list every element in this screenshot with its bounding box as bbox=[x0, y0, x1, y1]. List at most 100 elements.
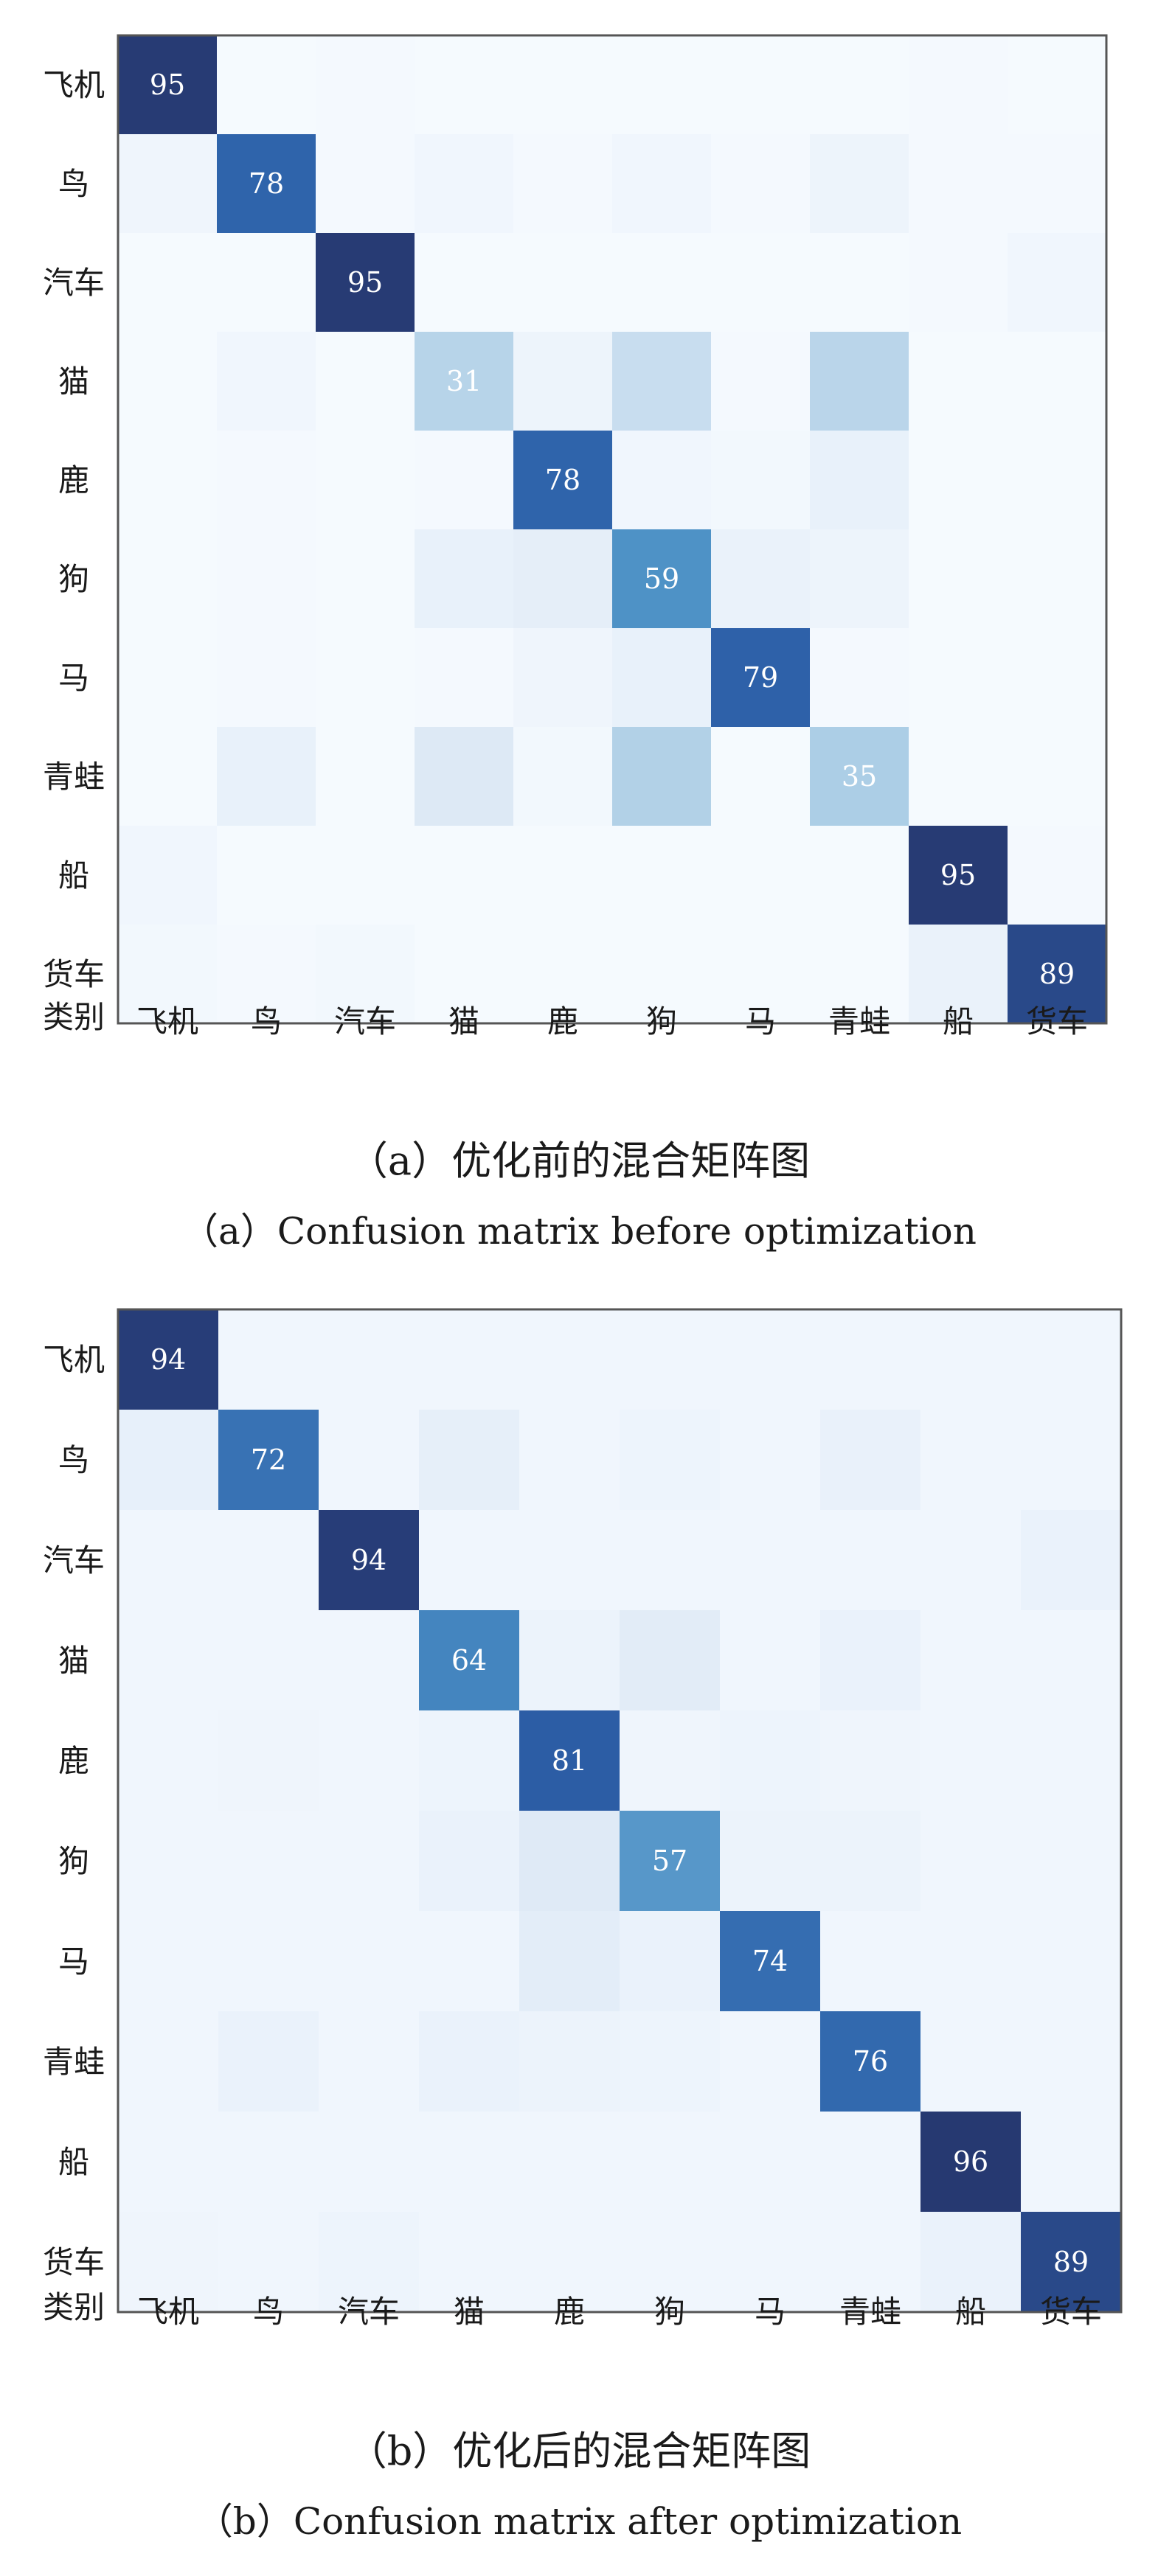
heatmap-cell bbox=[711, 332, 811, 431]
heatmap-cell bbox=[612, 727, 712, 826]
column-label: 船 bbox=[955, 2294, 986, 2330]
heatmap-cell bbox=[711, 826, 811, 925]
heatmap-cell bbox=[118, 727, 218, 826]
row-label: 猫 bbox=[58, 1643, 89, 1679]
heatmap-cell bbox=[720, 2011, 821, 2112]
heatmap-cell bbox=[711, 233, 811, 333]
heatmap-cell bbox=[720, 1911, 821, 2012]
panel-after-optimization: 94 72 94 64 81 57 74 76 96 89 飞机鸟汽车猫鹿狗马青蛙船货车 飞机鸟汽车猫… bbox=[0, 1283, 1158, 2576]
heatmap-cell bbox=[810, 529, 909, 629]
heatmap-cell bbox=[909, 431, 1008, 530]
heatmap-cell bbox=[1021, 1911, 1122, 2012]
heatmap-cell bbox=[118, 134, 218, 234]
column-label: 鸟 bbox=[251, 1003, 282, 1040]
caption-zh-before: （a）优化前的混合矩阵图 bbox=[347, 1138, 811, 1184]
heatmap-cell bbox=[519, 2011, 620, 2112]
heatmap-cell bbox=[519, 2212, 620, 2313]
heatmap-cell bbox=[316, 925, 415, 1024]
heatmap-cell bbox=[810, 431, 909, 530]
heatmap-cell bbox=[118, 2112, 219, 2213]
heatmap-cell bbox=[217, 332, 316, 431]
heatmap-cell bbox=[612, 826, 712, 925]
column-label: 青蛙 bbox=[839, 2294, 901, 2330]
heatmap-cell bbox=[620, 1610, 721, 1711]
heatmap-cell bbox=[118, 1610, 219, 1711]
row-label: 货车 bbox=[43, 2244, 105, 2280]
heatmap-cell bbox=[218, 1309, 319, 1410]
heatmap-cell bbox=[620, 2112, 721, 2213]
row-label: 船 bbox=[58, 857, 89, 894]
heatmap-cell bbox=[519, 1811, 620, 1912]
heatmap-cell bbox=[217, 529, 316, 629]
heatmap-cell bbox=[519, 1410, 620, 1511]
heatmap-cell bbox=[620, 2212, 721, 2313]
heatmap-cell bbox=[820, 1610, 921, 1711]
heatmap-cell bbox=[415, 332, 514, 431]
heatmap-cell bbox=[118, 1811, 219, 1912]
heatmap-cell bbox=[720, 1510, 821, 1611]
heatmap-cell bbox=[316, 628, 415, 728]
heatmap-cell bbox=[810, 35, 909, 135]
heatmap-cell bbox=[711, 529, 811, 629]
column-label: 汽车 bbox=[338, 2294, 400, 2330]
heatmap-cell bbox=[118, 1410, 219, 1511]
row-label: 货车 bbox=[43, 956, 105, 992]
heatmap-cell bbox=[612, 134, 712, 234]
heatmap-cell bbox=[1008, 628, 1107, 728]
row-label: 狗 bbox=[58, 561, 89, 597]
heatmap-cell bbox=[711, 134, 811, 234]
heatmap-cell bbox=[118, 1710, 219, 1811]
heatmap-cell bbox=[1021, 2112, 1122, 2213]
cell-value-label: 95 bbox=[940, 859, 976, 891]
heatmap-cell bbox=[711, 925, 811, 1024]
heatmap-cell bbox=[711, 35, 811, 135]
cell-value-label: 72 bbox=[251, 1444, 286, 1476]
heatmap-cell bbox=[1008, 727, 1107, 826]
heatmap-cell bbox=[1021, 1610, 1122, 1711]
heatmap-cell bbox=[118, 35, 218, 135]
heatmap-cell bbox=[319, 1410, 420, 1511]
heatmap-cell bbox=[519, 1710, 620, 1811]
row-label: 鹿 bbox=[58, 1743, 89, 1779]
heatmap-cell bbox=[1008, 332, 1107, 431]
heatmap-cell bbox=[513, 925, 613, 1024]
column-label: 猫 bbox=[454, 2294, 485, 2330]
heatmap-cell bbox=[319, 2011, 420, 2112]
cell-value-label: 59 bbox=[644, 563, 679, 595]
corner-label: 类别 bbox=[43, 2289, 105, 2325]
heatmap-cell bbox=[612, 35, 712, 135]
heatmap-cell bbox=[419, 1410, 520, 1511]
column-label: 汽车 bbox=[334, 1003, 396, 1040]
heatmap-cell bbox=[920, 1610, 1022, 1711]
heatmap-cell bbox=[820, 1309, 921, 1410]
cell-value-label: 78 bbox=[545, 464, 580, 496]
column-label: 鹿 bbox=[554, 2294, 585, 2330]
cell-value-label: 89 bbox=[1039, 958, 1075, 990]
heatmap-cell bbox=[513, 35, 613, 135]
heatmap-cell bbox=[720, 2112, 821, 2213]
heatmap-frame bbox=[117, 34, 1108, 1025]
heatmap-cell bbox=[319, 1610, 420, 1711]
row-label: 猫 bbox=[58, 363, 89, 400]
row-label: 飞机 bbox=[43, 1342, 105, 1378]
heatmap-cell bbox=[513, 431, 613, 530]
heatmap-cell bbox=[720, 1710, 821, 1811]
heatmap-cell bbox=[920, 1811, 1022, 1912]
cell-value-label: 94 bbox=[351, 1544, 386, 1576]
heatmap-cell bbox=[1021, 1410, 1122, 1511]
heatmap-cell bbox=[118, 628, 218, 728]
caption-zh-after: （b）优化后的混合矩阵图 bbox=[347, 2428, 811, 2474]
heatmap-cell bbox=[415, 925, 514, 1024]
heatmap-cell bbox=[720, 1309, 821, 1410]
row-label: 飞机 bbox=[43, 67, 105, 103]
heatmap-cell bbox=[612, 332, 712, 431]
heatmap-cell bbox=[218, 1710, 319, 1811]
heatmap-cell bbox=[909, 529, 1008, 629]
heatmap-cell bbox=[620, 1811, 721, 1912]
heatmap-cell bbox=[920, 1309, 1022, 1410]
heatmap-cell bbox=[118, 529, 218, 629]
heatmap-cell bbox=[217, 628, 316, 728]
heatmap-cell bbox=[920, 2011, 1022, 2112]
heatmap-cell bbox=[810, 727, 909, 826]
heatmap-cell bbox=[217, 826, 316, 925]
